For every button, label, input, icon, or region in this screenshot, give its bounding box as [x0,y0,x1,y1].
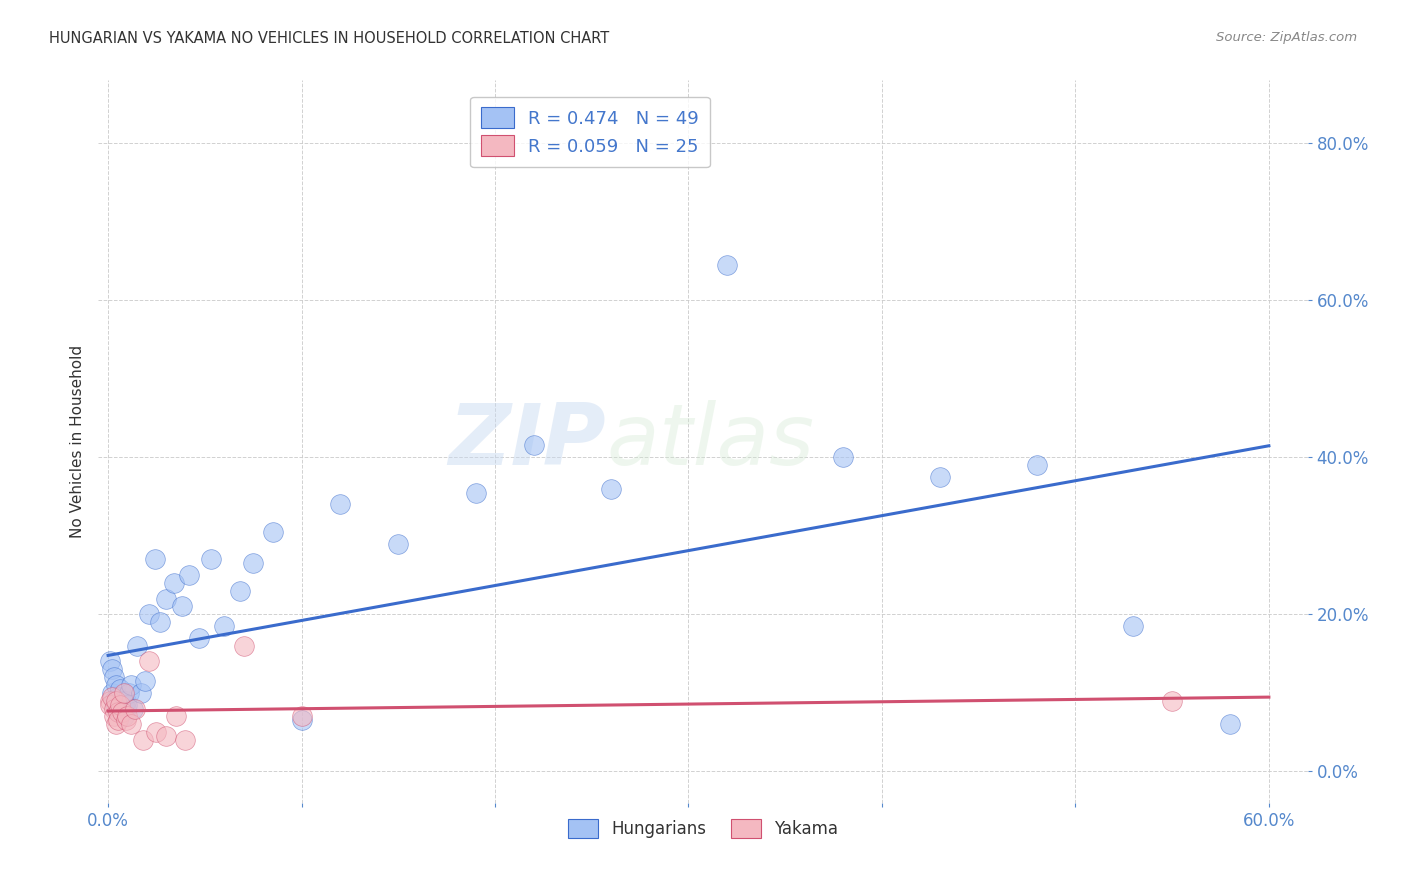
Point [129,686,152,700]
Point [112,686,135,700]
Point [149,615,172,630]
Point [200,552,222,566]
Point [108,681,131,696]
Point [120,678,142,692]
Point [103,694,125,708]
Point [108,706,131,720]
Point [101,662,124,676]
Point [929,470,952,484]
Point [1025,458,1047,472]
Point [98,698,121,712]
Point [107,690,129,704]
Point [134,674,156,689]
Text: Source: ZipAtlas.com: Source: ZipAtlas.com [1216,31,1357,45]
Point [111,701,134,715]
Point [104,678,127,692]
Point [174,733,197,747]
Point [104,701,127,715]
Point [103,670,125,684]
Point [179,568,201,582]
Point [1219,717,1241,731]
Point [155,729,177,743]
Point [188,631,211,645]
Point [290,714,312,728]
Point [107,714,129,728]
Point [716,258,738,272]
Point [98,655,121,669]
Point [103,701,125,715]
Point [329,497,352,511]
Point [114,694,136,708]
Point [165,709,187,723]
Point [232,639,254,653]
Text: HUNGARIAN VS YAKAMA NO VEHICLES IN HOUSEHOLD CORRELATION CHART: HUNGARIAN VS YAKAMA NO VEHICLES IN HOUSE… [49,31,609,46]
Point [98,694,121,708]
Y-axis label: No Vehicles in Household: No Vehicles in Household [69,345,84,538]
Point [117,709,139,723]
Point [124,701,146,715]
Point [112,698,135,712]
Point [114,701,136,715]
Point [1161,694,1184,708]
Point [127,639,149,653]
Point [212,619,235,633]
Point [103,709,125,723]
Point [122,701,145,715]
Point [138,607,160,622]
Point [118,686,141,700]
Point [117,698,139,712]
Point [832,450,855,465]
Point [523,438,546,452]
Point [163,575,186,590]
Point [290,709,312,723]
Point [111,706,134,720]
Point [107,706,129,720]
Point [228,583,250,598]
Point [387,536,409,550]
Point [138,655,160,669]
Point [114,714,136,728]
Point [104,717,127,731]
Point [111,694,134,708]
Point [464,485,486,500]
Point [155,591,177,606]
Point [104,694,127,708]
Point [242,556,264,570]
Point [101,690,124,704]
Point [1122,619,1144,633]
Point [112,709,135,723]
Legend: Hungarians, Yakama: Hungarians, Yakama [561,813,845,845]
Point [143,552,166,566]
Point [108,698,131,712]
Point [600,482,623,496]
Text: atlas: atlas [606,400,814,483]
Point [101,686,124,700]
Point [262,524,284,539]
Point [120,717,142,731]
Text: ZIP: ZIP [449,400,606,483]
Point [107,698,129,712]
Point [132,733,155,747]
Point [145,725,167,739]
Point [170,599,193,614]
